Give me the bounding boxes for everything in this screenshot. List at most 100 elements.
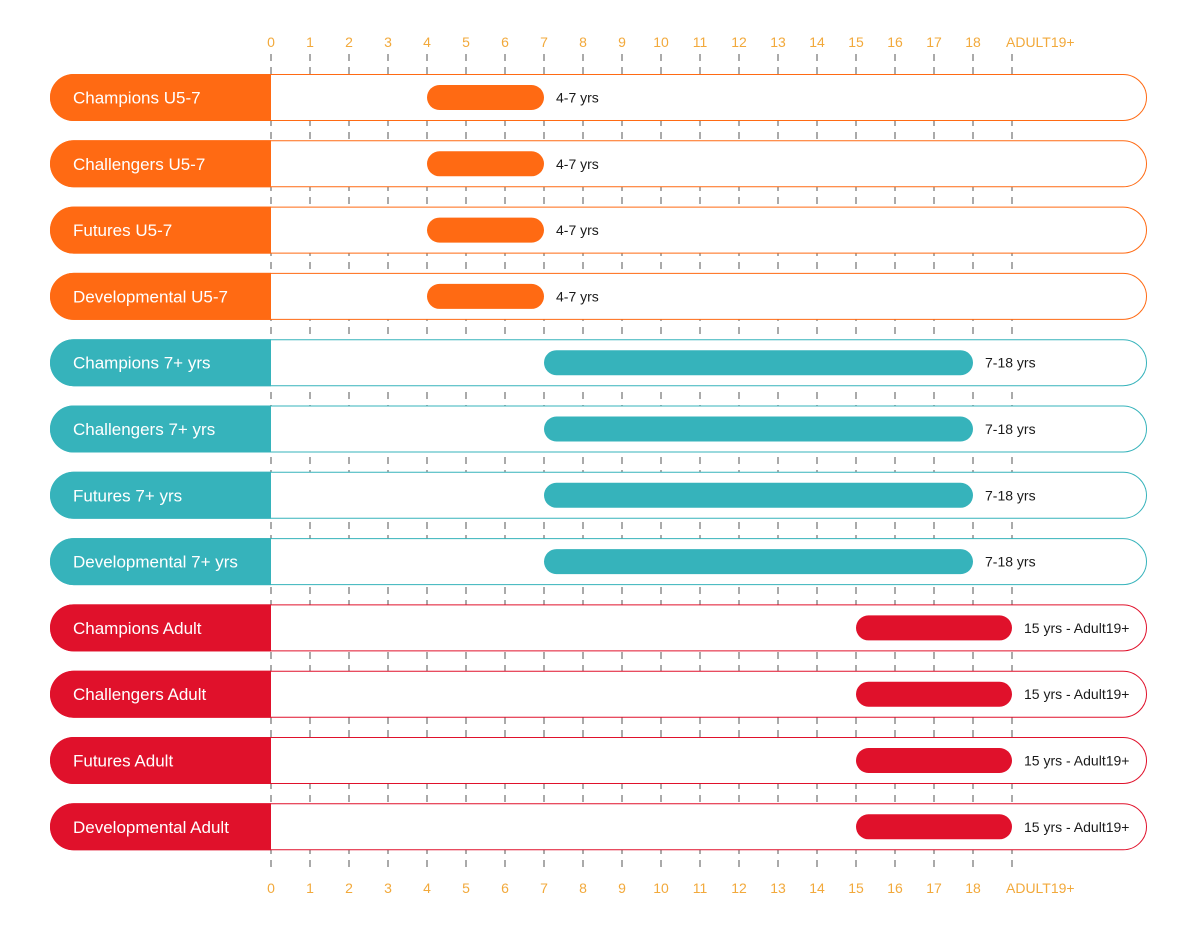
- row-label-tab: [50, 604, 271, 652]
- top-tick-label: 3: [384, 34, 392, 50]
- grid-lines: [270, 54, 1013, 870]
- range-label: 15 yrs - Adult19+: [1024, 753, 1129, 769]
- row-label-tab: [50, 737, 271, 784]
- top-tick-label: ADULT19+: [1006, 34, 1075, 50]
- row-label-tab: [50, 803, 271, 851]
- bottom-tick-label: 15: [848, 880, 864, 896]
- bottom-tick-label: 13: [770, 880, 786, 896]
- row-label-tab: [50, 74, 271, 121]
- range-bar: [544, 350, 973, 376]
- bottom-tick-label: 3: [384, 880, 392, 896]
- top-tick-label: 5: [462, 34, 470, 50]
- bottom-axis: 0 1 2 3 4 5 6 7 8 9 10 11 12 13 14 15 16 17 18 ADULT19+: [267, 880, 1075, 896]
- chart-row: Developmental Adult 15 yrs - Adult19+: [50, 803, 1147, 851]
- bottom-tick-label: 2: [345, 880, 353, 896]
- top-tick-label: 4: [423, 34, 431, 50]
- range-label: 15 yrs - Adult19+: [1024, 620, 1129, 636]
- chart-row: Futures U5-7 4-7 yrs: [50, 206, 1147, 254]
- row-label: Challengers U5-7: [73, 155, 205, 174]
- bottom-tick-label: 18: [965, 880, 981, 896]
- range-label: 15 yrs - Adult19+: [1024, 686, 1129, 702]
- row-label: Champions U5-7: [73, 89, 201, 108]
- row-label: Challengers Adult: [73, 685, 207, 704]
- top-tick-label: 11: [693, 34, 708, 50]
- row-label: Developmental Adult: [73, 818, 229, 837]
- row-label: Futures U5-7: [73, 221, 172, 240]
- range-bar: [856, 615, 1012, 641]
- range-label: 7-18 yrs: [985, 355, 1036, 371]
- top-tick-label: 14: [809, 34, 825, 50]
- row-label-tab: [50, 405, 271, 453]
- top-tick-label: 2: [345, 34, 353, 50]
- row-label-tab: [50, 272, 271, 320]
- range-label: 7-18 yrs: [985, 554, 1036, 570]
- range-label: 15 yrs - Adult19+: [1024, 819, 1129, 835]
- top-axis: 0 1 2 3 4 5 6 7 8 9 10 11 12 13 14 15 16 17 18 ADULT19+: [267, 34, 1075, 50]
- row-label-tab: [50, 471, 271, 519]
- bottom-tick-label: 8: [579, 880, 587, 896]
- row-label-tab: [50, 538, 271, 586]
- row-label: Challengers 7+ yrs: [73, 420, 215, 439]
- bottom-tick-label: 9: [618, 880, 626, 896]
- row-label-tab: [50, 670, 271, 718]
- row-label: Champions Adult: [73, 619, 202, 638]
- top-tick-label: 12: [731, 34, 747, 50]
- rows: Champions U5-7 4-7 yrs Challengers U5-7 4-7…: [50, 74, 1147, 851]
- top-tick-label: 9: [618, 34, 626, 50]
- row-label: Futures 7+ yrs: [73, 486, 182, 505]
- chart-row: Developmental 7+ yrs 7-18 yrs: [50, 538, 1147, 586]
- chart-row: Champions Adult 15 yrs - Adult19+: [50, 604, 1147, 652]
- range-bar: [856, 681, 1012, 707]
- chart-row: Futures 7+ yrs 7-18 yrs: [50, 471, 1147, 519]
- chart-row: Challengers Adult 15 yrs - Adult19+: [50, 670, 1147, 718]
- bottom-tick-label: 17: [926, 880, 942, 896]
- bottom-tick-label: 11: [693, 880, 708, 896]
- range-bar: [427, 283, 544, 309]
- chart-row: Champions U5-7 4-7 yrs: [50, 74, 1147, 121]
- chart-row: Futures Adult 15 yrs - Adult19+: [50, 737, 1147, 784]
- top-tick-label: 8: [579, 34, 587, 50]
- top-tick-label: 10: [653, 34, 669, 50]
- bottom-tick-label: 0: [267, 880, 275, 896]
- range-bar: [856, 748, 1012, 773]
- top-tick-label: 1: [306, 34, 314, 50]
- chart-row: Challengers U5-7 4-7 yrs: [50, 140, 1147, 188]
- range-bar: [856, 814, 1012, 840]
- top-tick-label: 18: [965, 34, 981, 50]
- bottom-tick-label: 14: [809, 880, 825, 896]
- range-bar: [427, 217, 544, 243]
- row-label: Futures Adult: [73, 752, 173, 771]
- row-label-tab: [50, 339, 271, 387]
- range-label: 7-18 yrs: [985, 421, 1036, 437]
- range-label: 4-7 yrs: [556, 90, 599, 106]
- chart-row: Challengers 7+ yrs 7-18 yrs: [50, 405, 1147, 453]
- bottom-tick-label: 1: [306, 880, 314, 896]
- chart-row: Champions 7+ yrs 7-18 yrs: [50, 339, 1147, 387]
- top-tick-label: 7: [540, 34, 548, 50]
- top-tick-label: 15: [848, 34, 864, 50]
- top-tick-label: 16: [887, 34, 903, 50]
- top-tick-label: 0: [267, 34, 275, 50]
- top-tick-label: 13: [770, 34, 786, 50]
- chart-row: Developmental U5-7 4-7 yrs: [50, 272, 1147, 320]
- bottom-tick-label: 16: [887, 880, 903, 896]
- row-label: Champions 7+ yrs: [73, 354, 210, 373]
- row-label: Developmental U5-7: [73, 287, 228, 306]
- top-tick-label: 17: [926, 34, 942, 50]
- range-label: 7-18 yrs: [985, 487, 1036, 503]
- row-label: Developmental 7+ yrs: [73, 553, 238, 572]
- range-label: 4-7 yrs: [556, 288, 599, 304]
- bottom-tick-label: 6: [501, 880, 509, 896]
- bottom-tick-label: 5: [462, 880, 470, 896]
- range-bar: [427, 85, 544, 110]
- range-bar: [544, 549, 973, 575]
- bottom-tick-label: 4: [423, 880, 431, 896]
- bottom-tick-label: 10: [653, 880, 669, 896]
- top-tick-label: 6: [501, 34, 509, 50]
- bottom-tick-label: 7: [540, 880, 548, 896]
- range-label: 4-7 yrs: [556, 222, 599, 238]
- row-label-tab: [50, 140, 272, 188]
- range-bar: [427, 151, 544, 177]
- row-label-tab: [50, 206, 271, 254]
